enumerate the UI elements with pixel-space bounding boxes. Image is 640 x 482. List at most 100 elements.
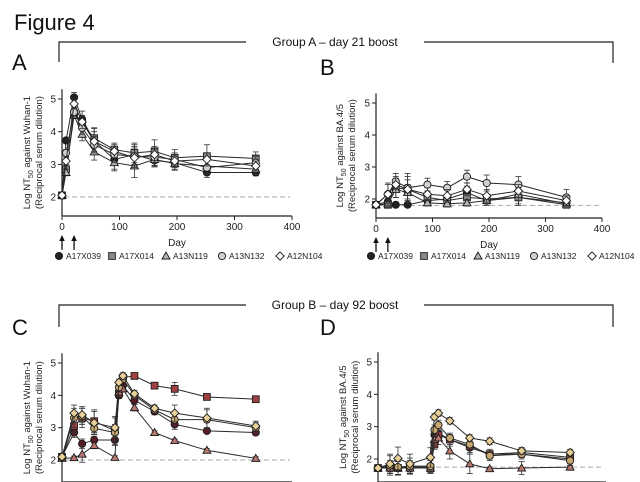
data-point	[485, 451, 494, 460]
data-point	[442, 190, 453, 201]
panel-letter-b: B	[320, 55, 335, 80]
y-tick-label: 5	[364, 99, 370, 110]
data-point	[110, 452, 120, 461]
data-point	[462, 172, 472, 181]
data-point	[110, 422, 120, 433]
data-point	[77, 409, 87, 420]
data-point	[423, 180, 432, 189]
x-tick-label: 400	[284, 222, 301, 233]
data-point	[482, 178, 491, 188]
legend-label: A17X014	[119, 251, 154, 261]
legend-marker-triangle-icon	[473, 251, 483, 260]
data-point	[481, 190, 492, 201]
data-point	[129, 402, 140, 412]
data-point	[433, 408, 444, 418]
data-point	[202, 154, 212, 165]
panel-b-chart: 2 3 4 5 0 100 200 300 400 Day Log NT50 against BA.…	[335, 93, 611, 252]
data-point	[513, 186, 524, 196]
legend-marker-circle-icon	[54, 251, 64, 261]
data-point	[565, 447, 575, 458]
data-point	[57, 190, 67, 201]
dose-arrow-icon	[71, 235, 77, 250]
data-point	[484, 463, 495, 473]
legend-marker-diamond-icon	[587, 251, 597, 261]
x-tick-label: 300	[537, 224, 554, 235]
data-point	[250, 161, 261, 171]
data-point	[402, 184, 413, 195]
x-tick-label: 0	[373, 224, 379, 235]
x-tick-label: 400	[594, 224, 611, 235]
data-point	[69, 408, 79, 418]
series-line	[375, 176, 567, 206]
series-line	[61, 375, 256, 457]
data-point	[445, 433, 454, 443]
group-a-bracket: Group A – day 21 boost	[58, 35, 614, 63]
y-tick-label: 3	[50, 423, 56, 434]
y-axis-sublabel: (Reciprocal serum dilution)	[350, 361, 361, 474]
y-tick-label: 2	[50, 193, 56, 204]
y-tick-label: 2	[366, 455, 372, 466]
legend-entry-A13N119: A13N119	[473, 251, 520, 261]
data-point	[390, 179, 401, 190]
series-line	[61, 102, 256, 196]
legend-marker-square-icon	[108, 252, 116, 260]
group-a-label: Group A – day 21 boost	[272, 35, 398, 49]
data-point	[561, 195, 572, 206]
data-point	[61, 148, 71, 157]
legend-marker-circle-icon	[366, 251, 376, 261]
data-point	[57, 451, 67, 462]
series-A12N104	[57, 98, 261, 201]
data-point	[202, 445, 212, 454]
data-point	[566, 456, 575, 465]
data-point	[118, 371, 128, 381]
x-tick-label: 200	[481, 224, 498, 235]
group-b-label: Group B – day 92 boost	[272, 298, 399, 312]
panel-letter-a: A	[12, 50, 27, 75]
y-tick-label: 4	[364, 131, 370, 142]
series-A17X014	[58, 372, 260, 461]
legend-label: A12N104	[287, 251, 323, 261]
y-tick-label: 5	[50, 95, 56, 106]
y-axis-sublabel: (Reciprocal serum dilution)	[34, 96, 45, 209]
legend-panel-a: A17X039 A17X014 A13N119 A13N132 A12N104	[54, 251, 323, 261]
series-line	[375, 192, 567, 206]
legend-label: A17X039	[66, 251, 101, 261]
group-b-bracket: Group B – day 92 boost	[58, 298, 614, 327]
legend-entry-A13N132: A13N132	[217, 251, 265, 261]
x-tick-label: 0	[59, 222, 65, 233]
data-point	[484, 436, 495, 447]
data-point	[89, 440, 99, 449]
data-point	[464, 458, 475, 468]
legend-marker-diamond-icon	[275, 251, 285, 261]
y-axis-label: Log NT50 against Wuhan-1	[22, 96, 35, 209]
legend-entry-A17X039: A17X039	[366, 251, 413, 261]
legend-marker-triangle-icon	[161, 251, 171, 260]
data-point	[169, 435, 180, 445]
legend-entry-A13N119: A13N119	[161, 251, 208, 261]
legend-entry-A12N104: A12N104	[587, 251, 635, 261]
data-point	[442, 198, 452, 208]
series-line	[377, 424, 571, 469]
x-tick-label: 300	[226, 222, 243, 233]
data-point	[422, 189, 433, 200]
data-point	[129, 388, 140, 399]
group-a-bracket-left	[58, 41, 246, 62]
data-point	[393, 453, 403, 464]
data-point	[464, 433, 475, 443]
legend-label: A13N132	[229, 251, 265, 261]
panel-a-chart: 2 3 4 5 0 100 200 300 400 Day Log NT50 against Wuh…	[22, 89, 301, 250]
data-point	[444, 416, 455, 426]
data-point	[422, 197, 433, 207]
y-tick-label: 4	[50, 127, 56, 138]
y-tick-label: 3	[364, 163, 370, 174]
data-point	[516, 463, 527, 472]
x-tick-label: 200	[169, 222, 186, 233]
legend-marker-circle-icon	[529, 251, 539, 261]
data-point	[405, 459, 415, 469]
group-b-bracket-right	[424, 304, 614, 327]
panel-letter-d: D	[320, 315, 336, 340]
data-point	[89, 417, 100, 428]
data-point	[385, 459, 395, 469]
data-point	[129, 152, 140, 163]
